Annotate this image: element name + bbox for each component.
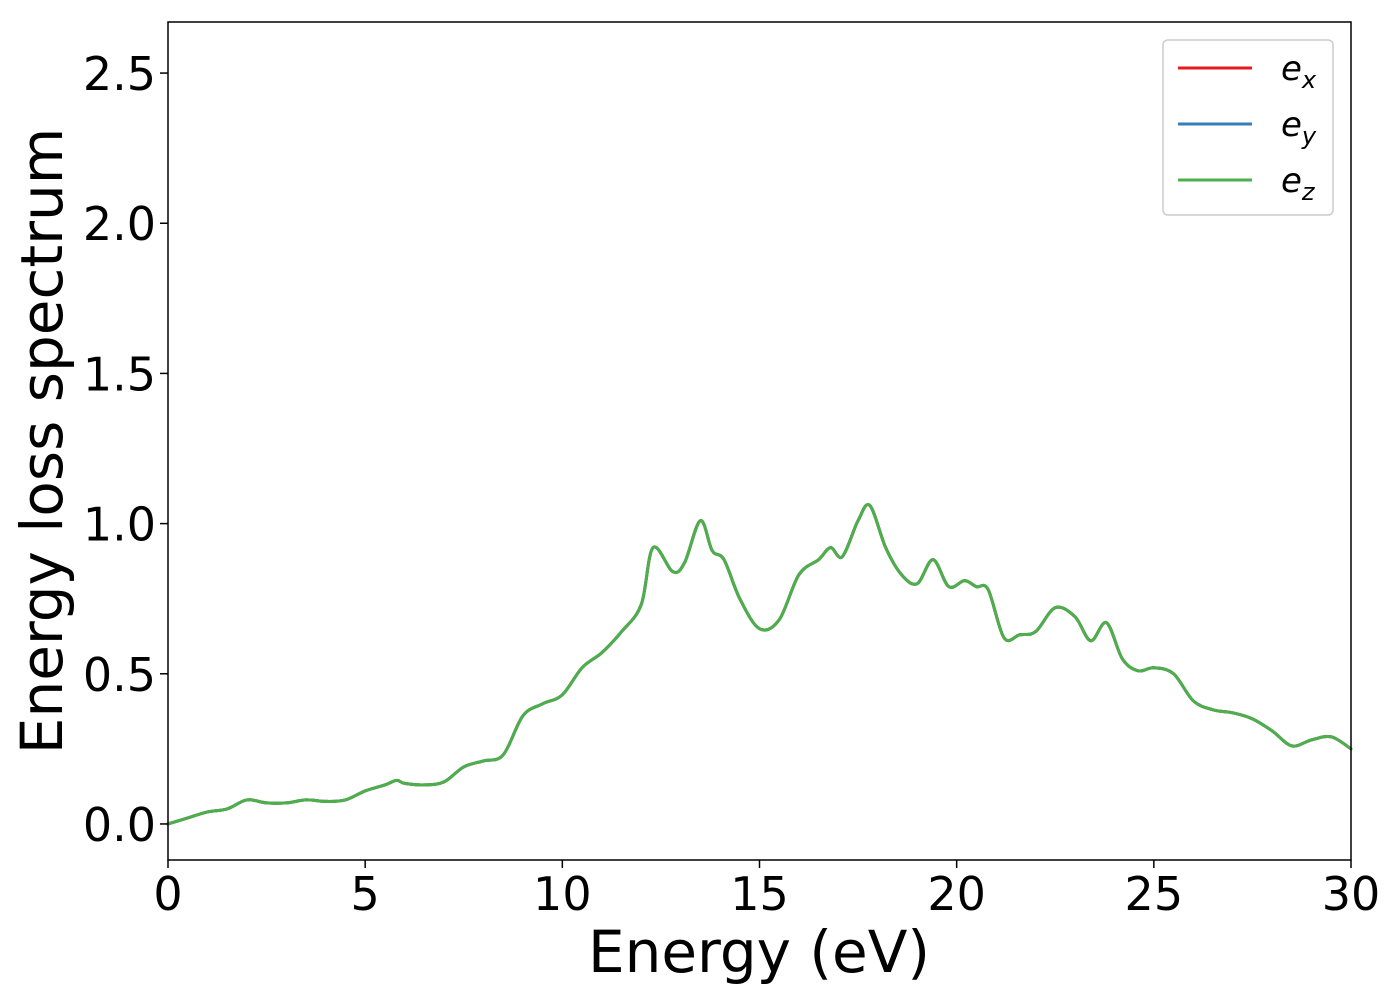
series-line-e-y	[166, 503, 1353, 826]
x-axis-label: Energy (eV)	[588, 918, 930, 986]
x-axis: 0 5 10 15 20 25 30	[153, 860, 1380, 921]
series-line-e-x	[166, 503, 1353, 826]
series-layer	[166, 503, 1353, 826]
x-tick-label: 25	[1125, 867, 1184, 921]
legend-label-e-y: ey	[1281, 105, 1317, 150]
y-axis-label: Energy loss spectrum	[8, 128, 76, 754]
x-tick-label: 10	[533, 867, 592, 921]
legend: ex ey ez	[1162, 39, 1334, 216]
series-line-e-z	[166, 503, 1353, 826]
legend-label-e-z: ez	[1281, 161, 1316, 206]
y-tick-label: 1.0	[83, 498, 156, 552]
y-tick-label: 0.0	[83, 798, 156, 852]
y-tick-label: 0.5	[83, 648, 156, 702]
legend-box	[1162, 39, 1334, 216]
legend-label-e-x: ex	[1281, 49, 1317, 94]
x-tick-label: 0	[153, 867, 182, 921]
x-tick-label: 30	[1322, 867, 1381, 921]
y-tick-label: 2.5	[83, 47, 156, 101]
x-tick-label: 15	[730, 867, 789, 921]
y-tick-label: 2.0	[83, 197, 156, 251]
x-tick-label: 20	[927, 867, 986, 921]
y-axis: 0.0 0.5 1.0 1.5 2.0 2.5	[83, 47, 168, 852]
y-tick-label: 1.5	[83, 347, 156, 401]
x-tick-label: 5	[351, 867, 380, 921]
